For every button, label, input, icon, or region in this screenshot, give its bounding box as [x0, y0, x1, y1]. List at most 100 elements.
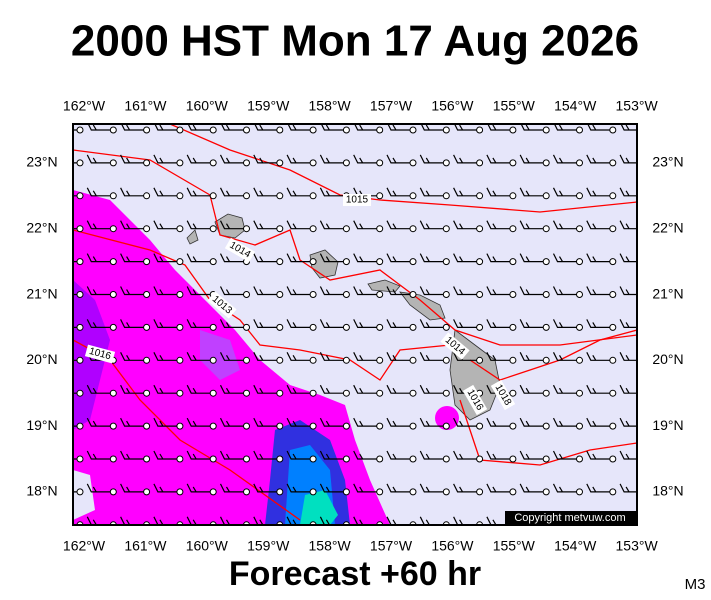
station [342, 323, 350, 331]
station [276, 422, 284, 430]
wind-barb [552, 187, 577, 197]
station [609, 356, 617, 364]
wind-barb [386, 384, 410, 394]
station [409, 422, 417, 430]
station [276, 356, 284, 364]
wind-barb [453, 154, 477, 164]
wind-barb [519, 319, 544, 328]
station [609, 225, 617, 233]
wind-barb [253, 384, 277, 394]
station [109, 455, 117, 463]
wind-barb [453, 253, 477, 263]
station [309, 225, 317, 233]
wind-barb [253, 483, 277, 493]
wind-barb [219, 286, 244, 296]
wind-barb [186, 319, 211, 328]
station [476, 356, 484, 364]
wind-barb [486, 187, 510, 197]
station [542, 291, 550, 298]
station [109, 291, 117, 298]
longitude-label: 156°W [431, 538, 474, 554]
wind-barb [120, 154, 144, 164]
wind-barb [519, 352, 544, 361]
wind-barb [419, 352, 444, 361]
station [176, 291, 184, 298]
station [576, 258, 583, 266]
longitude-label: 156°W [431, 98, 474, 114]
latitude-label: 22°N [26, 220, 57, 236]
station [442, 126, 450, 134]
station [209, 225, 217, 233]
station [542, 356, 550, 364]
station [409, 159, 417, 167]
station [509, 356, 517, 364]
station [109, 225, 117, 233]
wind-barb [552, 319, 577, 328]
wind-barb [586, 286, 610, 296]
wind-barb [120, 319, 144, 328]
station [276, 192, 284, 200]
station [609, 488, 617, 496]
wind-barb [453, 187, 477, 197]
wind-barb [319, 220, 344, 230]
wind-barb [552, 483, 577, 493]
station [643, 357, 649, 363]
station [643, 292, 649, 298]
wind-barb [419, 286, 444, 296]
station [143, 159, 151, 167]
wind-barb [286, 253, 311, 263]
station [76, 159, 84, 167]
station [243, 291, 250, 298]
wind-barb [86, 384, 111, 394]
station [276, 488, 284, 496]
station [243, 159, 250, 167]
station [243, 225, 250, 233]
station [442, 422, 450, 430]
station [243, 389, 250, 397]
station [176, 455, 184, 463]
station [643, 193, 649, 199]
wind-barb [386, 319, 410, 328]
station [643, 489, 649, 495]
wind-barb [353, 220, 377, 230]
station [576, 455, 583, 463]
isobar-label: 1015 [343, 194, 371, 206]
wind-barb [552, 417, 577, 427]
station [176, 389, 184, 397]
station [342, 159, 350, 167]
wind-barb [186, 253, 211, 263]
wind-barb [319, 450, 344, 460]
station [643, 127, 649, 133]
wind-barb [586, 253, 610, 263]
wind-barb [253, 319, 277, 328]
station [176, 422, 184, 430]
station [409, 192, 417, 200]
station [176, 225, 184, 233]
wind-barb [486, 286, 510, 296]
longitude-label: 153°W [616, 98, 659, 114]
wind-barb [86, 220, 111, 230]
wind-barb [486, 417, 510, 427]
station [276, 126, 284, 134]
station [542, 455, 550, 463]
wind-barb [253, 352, 277, 361]
station [376, 258, 384, 266]
station [109, 126, 117, 134]
latitude-label: 19°N [652, 417, 683, 433]
wind-barb [86, 450, 111, 460]
wind-barb [453, 286, 477, 296]
wind-barb [486, 253, 510, 263]
wind-barb [86, 483, 111, 493]
wind-barb [153, 154, 177, 164]
station [342, 356, 350, 364]
station [176, 323, 184, 331]
station [143, 356, 151, 364]
station [576, 291, 583, 298]
wind-barb [319, 187, 344, 197]
station [143, 455, 151, 463]
station [442, 225, 450, 233]
wind-barb [386, 154, 410, 164]
wind-barb [353, 450, 377, 460]
wind-barb [219, 450, 244, 460]
longitude-label: 162°W [63, 98, 106, 114]
